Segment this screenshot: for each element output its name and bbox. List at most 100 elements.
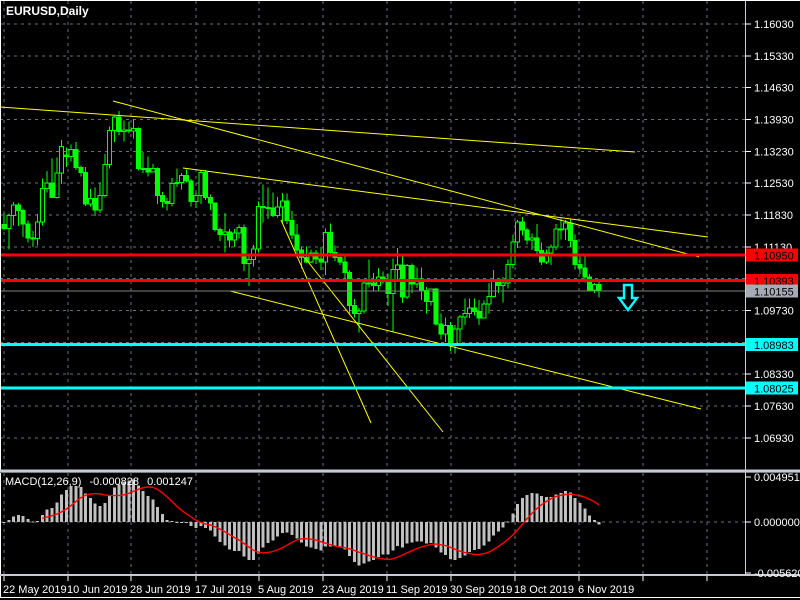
date-axis-label: 22 May 2019 bbox=[3, 584, 67, 596]
price-axis-label: 1.16030 bbox=[754, 19, 794, 31]
macd-histogram-bar bbox=[540, 496, 544, 523]
macd-histogram-bar bbox=[439, 522, 443, 553]
macd-histogram-bar bbox=[156, 506, 160, 523]
candlestick bbox=[11, 204, 17, 216]
candlestick bbox=[308, 252, 314, 263]
candlestick bbox=[534, 237, 540, 252]
candlestick bbox=[457, 316, 463, 330]
macd-histogram-bar bbox=[242, 522, 246, 557]
candlestick bbox=[318, 258, 324, 263]
candlestick bbox=[529, 237, 535, 241]
trendline[interactable] bbox=[182, 167, 709, 238]
macd-histogram-bar bbox=[180, 521, 184, 523]
macd-histogram-bar bbox=[578, 503, 582, 523]
date-separator[interactable] bbox=[0, 574, 800, 576]
macd-histogram-bar bbox=[573, 498, 577, 523]
macd-histogram-bar bbox=[314, 522, 318, 550]
price-axis-label: 1.07630 bbox=[754, 401, 794, 413]
candlestick bbox=[342, 261, 348, 273]
macd-histogram-bar bbox=[352, 522, 356, 562]
macd-histogram-bar bbox=[324, 522, 328, 547]
candlestick bbox=[491, 279, 497, 297]
level-price-tag-label: 1.08983 bbox=[754, 340, 794, 352]
macd-histogram-bar bbox=[391, 522, 395, 551]
candlestick bbox=[284, 200, 290, 221]
pane-separator[interactable] bbox=[0, 469, 800, 473]
macd-histogram-bar bbox=[16, 514, 20, 523]
macd-histogram-bar bbox=[458, 522, 462, 558]
macd-histogram-bar bbox=[415, 522, 419, 542]
macd-histogram-bar bbox=[487, 522, 491, 542]
trendline[interactable] bbox=[112, 100, 700, 258]
macd-histogram-bar bbox=[434, 522, 438, 548]
candlestick bbox=[59, 145, 65, 174]
macd-histogram-bar bbox=[26, 518, 30, 523]
candlestick bbox=[227, 231, 233, 241]
current-price-tag bbox=[746, 284, 798, 298]
candlestick bbox=[83, 171, 89, 205]
candlestick bbox=[371, 282, 377, 287]
macd-histogram-bar bbox=[583, 508, 587, 523]
candlestick bbox=[395, 264, 401, 271]
macd-histogram-bar bbox=[194, 522, 198, 529]
macd-histogram-bar bbox=[348, 522, 352, 556]
candlestick bbox=[548, 246, 554, 254]
candlestick bbox=[159, 194, 165, 202]
macd-histogram-bar bbox=[40, 514, 44, 523]
candlestick bbox=[500, 282, 506, 287]
macd-histogram-bar bbox=[400, 522, 404, 548]
macd-histogram-bar bbox=[103, 502, 107, 523]
macd-histogram-bar bbox=[276, 522, 280, 537]
level-price-tag bbox=[746, 248, 798, 262]
date-axis-label: 10 Jun 2019 bbox=[67, 584, 128, 596]
candlestick bbox=[25, 223, 31, 239]
macd-histogram-bar bbox=[165, 519, 169, 523]
macd-histogram-bar bbox=[232, 522, 236, 552]
candlestick bbox=[577, 264, 583, 269]
macd-histogram-bar bbox=[208, 522, 212, 531]
price-axis-label: 1.15330 bbox=[754, 51, 794, 63]
macd-histogram-bar bbox=[189, 522, 193, 527]
macd-histogram-bar bbox=[592, 519, 596, 523]
down-arrow-icon[interactable] bbox=[616, 283, 640, 312]
macd-histogram-bar bbox=[472, 522, 476, 550]
candlestick bbox=[462, 313, 468, 318]
macd-histogram-bar bbox=[266, 522, 270, 544]
macd-histogram-bar bbox=[175, 522, 179, 524]
candlestick bbox=[155, 168, 161, 196]
macd-histogram-bar bbox=[7, 519, 11, 523]
candlestick bbox=[6, 214, 12, 230]
candlestick bbox=[275, 206, 281, 216]
candlestick bbox=[241, 226, 247, 265]
candlestick bbox=[183, 174, 189, 182]
macd-histogram-bar bbox=[228, 522, 232, 550]
macd-histogram-bar bbox=[386, 522, 390, 555]
candlestick bbox=[481, 303, 487, 319]
candlestick bbox=[78, 166, 84, 173]
candlestick bbox=[366, 282, 372, 285]
candlestick bbox=[212, 202, 218, 231]
candlestick bbox=[236, 226, 242, 234]
macd-histogram-bar bbox=[362, 522, 366, 564]
candlestick bbox=[169, 183, 175, 205]
candlestick bbox=[294, 234, 300, 251]
macd-histogram-bar bbox=[45, 509, 49, 523]
macd-histogram-bar bbox=[568, 492, 572, 523]
macd-histogram-bar bbox=[271, 522, 275, 541]
macd-histogram-bar bbox=[429, 522, 433, 543]
macd-histogram-bar bbox=[21, 515, 25, 523]
candlestick bbox=[49, 182, 55, 198]
macd-axis-label: -0.005620 bbox=[754, 568, 800, 580]
candlestick bbox=[486, 295, 492, 305]
candlestick bbox=[476, 310, 482, 319]
candlestick bbox=[327, 231, 333, 253]
candlestick bbox=[582, 267, 588, 278]
trendline[interactable] bbox=[0, 106, 636, 153]
macd-histogram-bar bbox=[204, 522, 208, 529]
macd-histogram-bar bbox=[468, 522, 472, 553]
macd-histogram-bar bbox=[588, 515, 592, 523]
date-axis-label: 23 Aug 2019 bbox=[322, 584, 384, 596]
macd-histogram-bar bbox=[549, 497, 553, 523]
